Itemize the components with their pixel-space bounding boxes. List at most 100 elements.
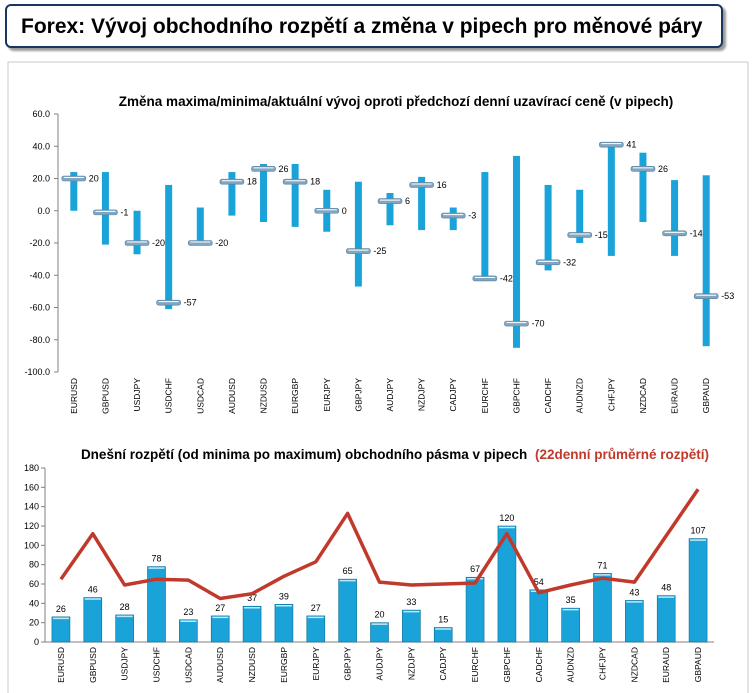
chart2-bar	[210, 615, 230, 643]
chart2-bar	[465, 576, 485, 643]
chart2-x-label: EURJPY	[311, 647, 321, 681]
chart1-current-marker	[93, 209, 118, 216]
chart1-range-bar	[512, 155, 520, 348]
chart1-data-label: -1	[120, 207, 128, 217]
chart2-bar	[115, 614, 134, 643]
chart2-data-label: 120	[499, 513, 514, 523]
chart1-x-label: USDCAD	[195, 378, 205, 414]
chart1-data-label: -20	[215, 238, 228, 248]
chart1-data-label: -53	[721, 291, 734, 301]
chart2-x-label: EURGBP	[279, 647, 289, 683]
chart1-range-bar	[544, 184, 552, 271]
chart1-current-marker	[282, 178, 308, 185]
chart1-data-label: -3	[468, 211, 476, 221]
chart1-x-label: GBPUSD	[100, 378, 110, 414]
chart1-range-bar	[702, 175, 710, 347]
chart1-current-marker	[504, 320, 529, 327]
chart1-range-bar	[260, 163, 268, 223]
chart1-range-bar	[576, 189, 584, 243]
chart2-bar	[338, 578, 357, 643]
chart2-x-label: USDCAD	[183, 647, 193, 683]
chart1-x-label: NZDCAD	[638, 378, 648, 413]
chart1-current-marker	[314, 207, 340, 214]
chart2-title: Dnešní rozpětí (od minima po maximum) ob…	[81, 447, 709, 462]
chart2-data-label: 27	[215, 603, 225, 613]
chart1-range-bar	[671, 180, 679, 256]
chart2-data-label: 71	[597, 560, 607, 570]
chart2-bar	[306, 615, 326, 643]
chart1-current-marker	[61, 175, 87, 182]
chart1-range-bar	[354, 181, 362, 287]
chart1-current-marker	[472, 275, 498, 282]
chart1-data-label: 26	[658, 164, 668, 174]
page-title: Forex: Vývoj obchodního rozpětí a změna …	[21, 15, 703, 38]
chart2-x-label: USDJPY	[120, 647, 130, 681]
chart1-x-label: EURJPY	[322, 378, 332, 412]
chart1-x-label: USDCHF	[164, 378, 174, 413]
chart2-data-label: 37	[247, 593, 257, 603]
chart1-y-tick-label: 60.0	[32, 109, 50, 119]
chart2-title-main: Dnešní rozpětí (od minima po maximum) ob…	[81, 447, 527, 462]
chart2-data-label: 46	[88, 585, 98, 595]
chart2-bar	[688, 538, 708, 643]
chart2-y-tick-label: 120	[24, 521, 39, 531]
chart2-title-suffix: (22denní průměrné rozpětí)	[535, 447, 709, 462]
chart1-data-label: 6	[405, 196, 410, 206]
chart1-x-label: GBPJPY	[353, 378, 363, 412]
chart2-x-label: NZDUSD	[247, 647, 257, 682]
chart1-range-bar	[228, 172, 236, 216]
chart1-current-marker	[346, 248, 371, 254]
chart1-y-axis: 60.0 40.0 20.0 0.0 -20.0 -40.0 -60.0 -80.0 -100.…	[24, 109, 59, 377]
chart1-data-label: 0	[342, 206, 347, 216]
chart1-data-label: 20	[89, 174, 99, 184]
chart1-x-label: NZDJPY	[417, 378, 427, 411]
chart1-current-marker	[377, 198, 403, 204]
chart2-data-label: 67	[470, 564, 480, 574]
chart1-y-tick-label: -100.0	[24, 367, 50, 377]
chart2-bar	[242, 605, 262, 643]
chart2-y-tick-label: 140	[24, 502, 39, 512]
chart2-x-label: GBPAUD	[693, 647, 703, 682]
chart1-data-label: 18	[247, 177, 257, 187]
chart2-data-label: 54	[534, 577, 544, 587]
chart1-current-marker	[630, 166, 656, 172]
chart1-current-marker	[251, 166, 276, 172]
chart2-y-tick-label: 160	[24, 482, 39, 492]
chart1-current-marker	[156, 299, 181, 306]
chart2-data-label: 35	[566, 595, 576, 605]
chart1-current-marker	[219, 178, 245, 185]
chart2-x-label: EURCHF	[470, 647, 480, 682]
chart2-marks: 26 46 28 78 23 27 37 39 27 65 20 33 15 67 120 54 35 71 43 4…	[51, 488, 708, 643]
chart1-current-marker	[535, 259, 561, 266]
chart2-y-tick-label: 60	[29, 579, 39, 589]
page-title-box: Forex: Vývoj obchodního rozpětí a změna …	[5, 4, 723, 48]
chart2-bar	[402, 609, 421, 643]
chart1-y-tick-label: -80.0	[29, 335, 50, 345]
chart1-data-label: -42	[500, 273, 513, 283]
chart1-range-bar	[481, 172, 489, 281]
chart1-marks: 20 -1 -20 -57 -20 18 26 18 0 -25 6 16 -3 -42 -70 -32 -15…	[61, 140, 734, 348]
chart2-bar	[370, 622, 389, 643]
chart1-x-label: CADJPY	[448, 378, 458, 412]
chart1-x-label: EURAUD	[670, 378, 680, 414]
chart2-bar	[274, 603, 294, 643]
chart1-range-bar	[449, 207, 457, 231]
chart2-x-label: NZDJPY	[406, 647, 416, 680]
chart1-data-label: 18	[310, 177, 320, 187]
chart1-y-tick-label: 20.0	[32, 174, 50, 184]
chart2-bar	[83, 597, 103, 643]
chart2-x-labels: EURUSD GBPUSD USDJPY USDCHF USDCAD AUDUSD NZDU…	[56, 647, 703, 683]
chart1-current-marker	[599, 141, 624, 148]
chart2-x-label: GBPJPY	[343, 647, 353, 681]
chart1-range-bar	[133, 210, 141, 255]
chart2-x-label: NZDCAD	[629, 647, 639, 682]
chart2-bar	[433, 627, 453, 643]
chart1-title: Změna maxima/minima/aktuální vývoj oprot…	[119, 94, 673, 109]
chart2-data-label: 65	[343, 566, 353, 576]
chart2-y-tick-label: 80	[29, 560, 39, 570]
chart2-x-label: AUDUSD	[215, 647, 225, 683]
chart1-range-bar	[101, 172, 109, 245]
chart1-data-label: -15	[595, 230, 608, 240]
chart1-x-label: EURUSD	[69, 378, 79, 414]
